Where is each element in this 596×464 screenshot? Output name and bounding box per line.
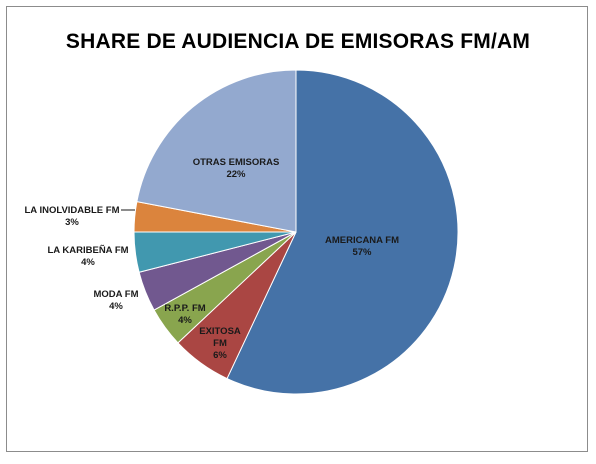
- slice-name-label: LA INOLVIDABLE FM: [25, 205, 120, 216]
- slice-name-label: LA KARIBEÑA FM: [47, 245, 128, 256]
- pie-slice-americana-fm: [226, 69, 459, 395]
- data-label-la-inolvidable-fm: LA INOLVIDABLE FM3%: [25, 205, 135, 228]
- slice-name-label: AMERICANA FM: [325, 235, 399, 246]
- data-label-la-karibe-a-fm: LA KARIBEÑA FM4%: [47, 245, 128, 268]
- slice-percent-label: 4%: [81, 257, 95, 268]
- pie-slice-otras-emisoras: [136, 69, 297, 233]
- data-label-r-p-p-fm: R.P.P. FM4%: [164, 303, 205, 326]
- data-label-moda-fm: MODA FM4%: [93, 289, 138, 312]
- slice-percent-label: 4%: [109, 301, 123, 312]
- chart-title: SHARE DE AUDIENCIA DE EMISORAS FM/AM: [65, 30, 531, 53]
- slice-percent-label: 22%: [226, 169, 246, 180]
- slice-name-label: EXITOSA: [199, 326, 241, 337]
- slice-percent-label: 3%: [65, 217, 79, 228]
- slice-percent-label: 57%: [352, 247, 372, 258]
- slice-name-label: MODA FM: [93, 289, 138, 300]
- slice-percent-label: 4%: [178, 315, 192, 326]
- slice-name-label: FM: [213, 338, 227, 349]
- slice-name-label: OTRAS EMISORAS: [193, 157, 280, 168]
- slice-percent-label: 6%: [213, 350, 227, 361]
- slice-name-label: R.P.P. FM: [164, 303, 205, 314]
